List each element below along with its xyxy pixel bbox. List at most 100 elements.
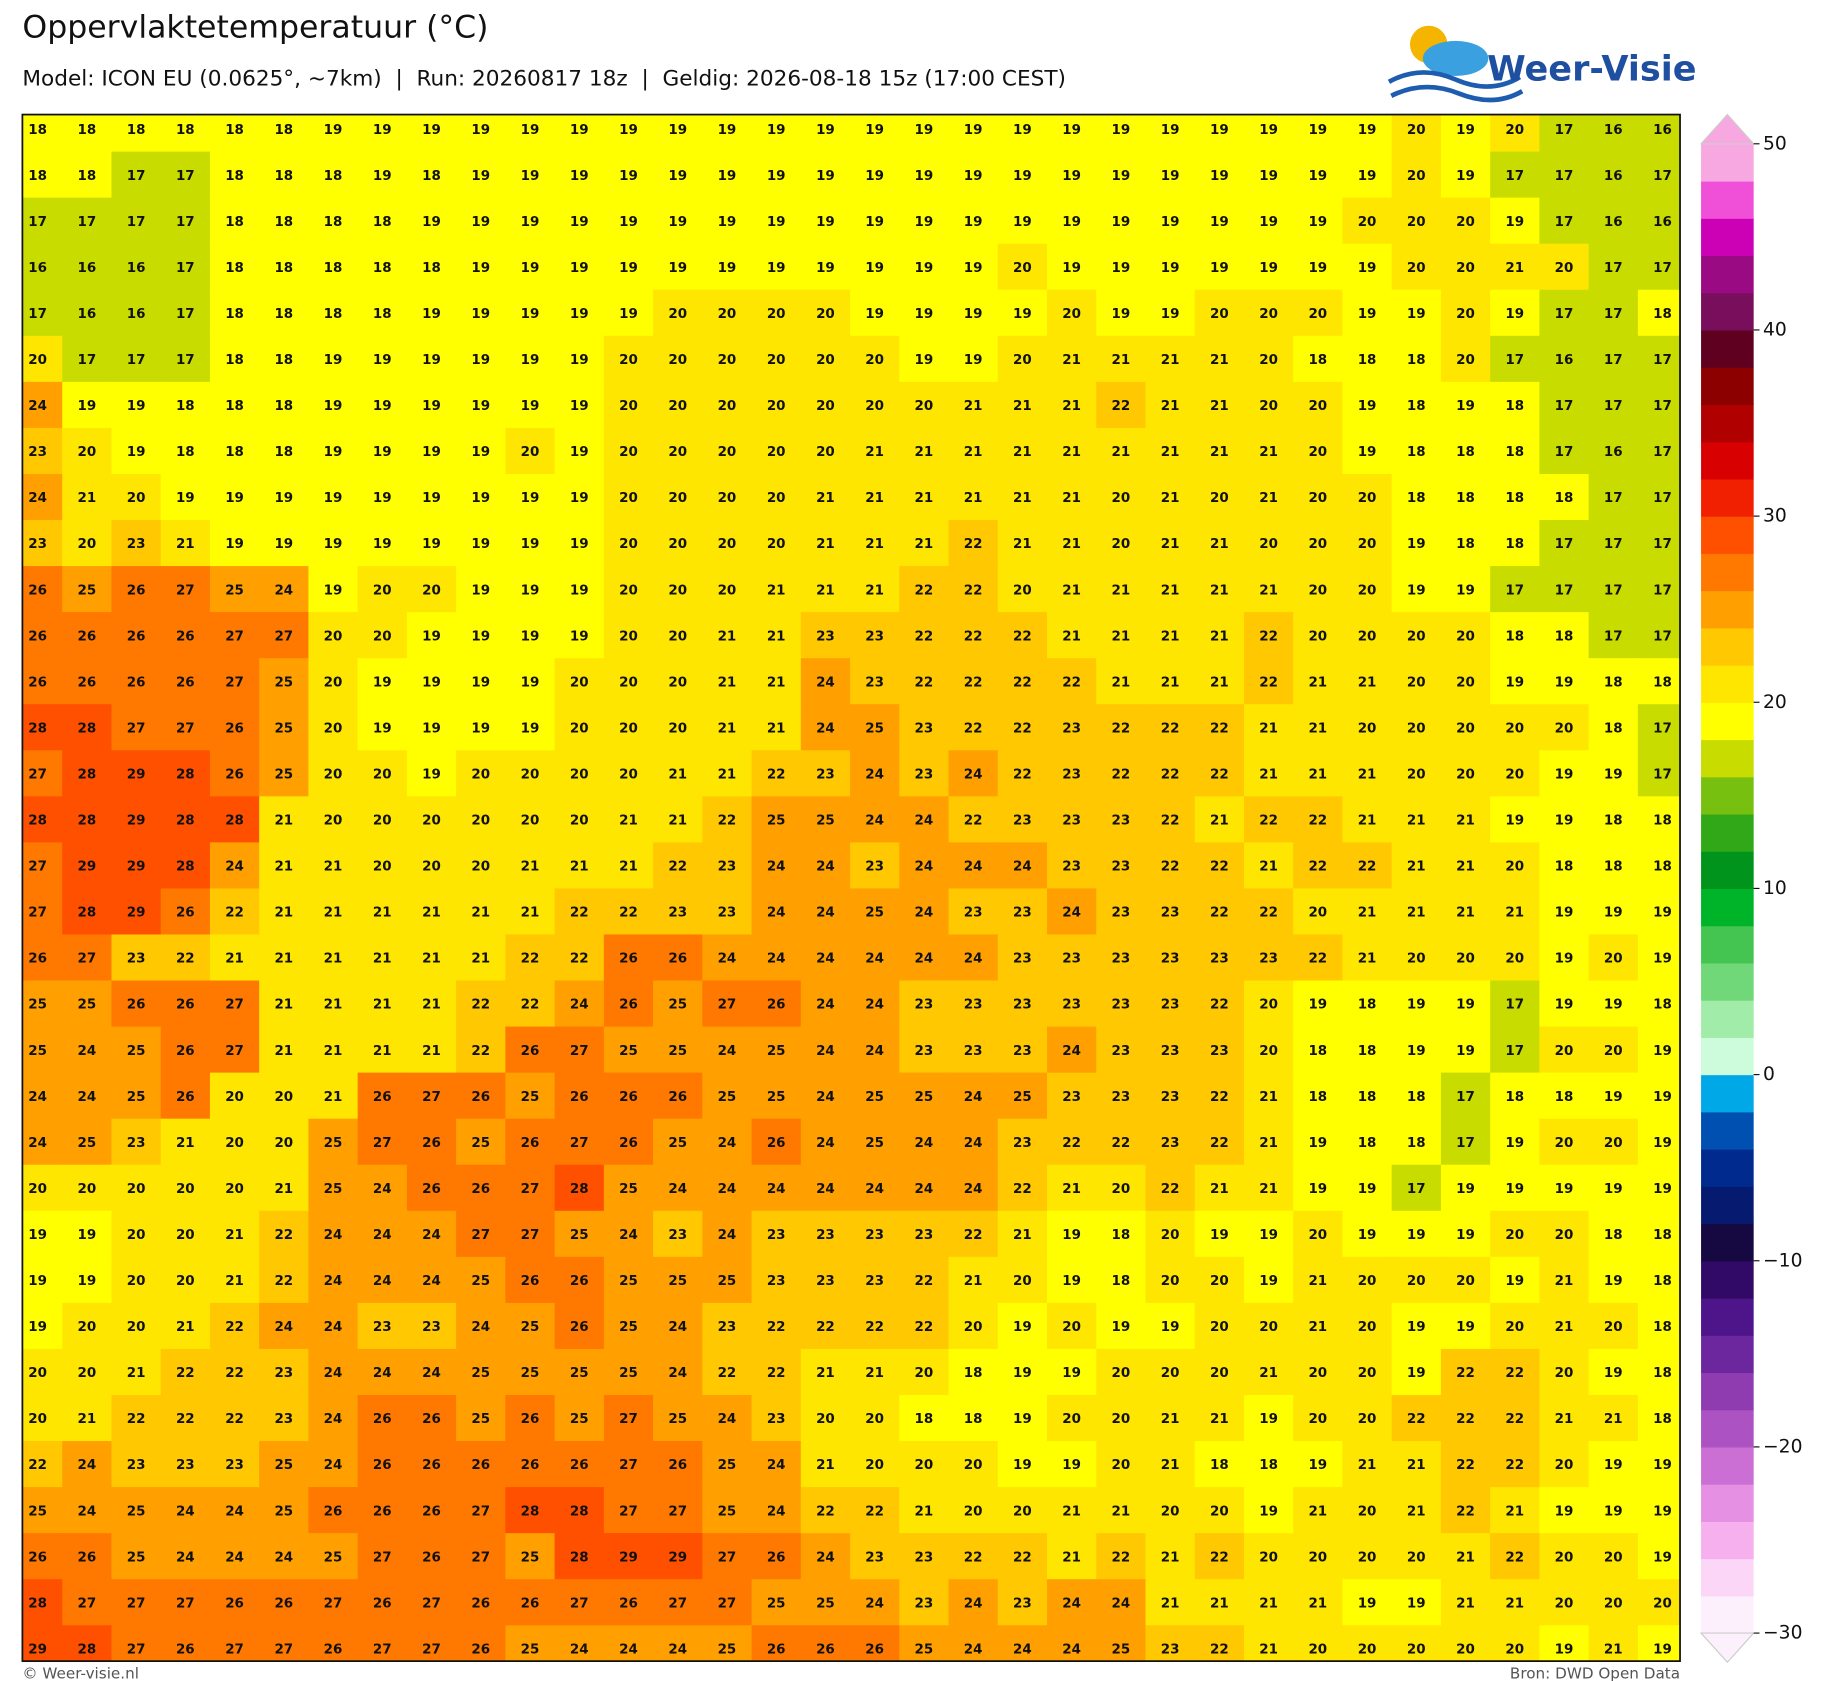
temp-cell [1539, 114, 1590, 153]
temp-cell [800, 1072, 851, 1120]
temp-label: 21 [1407, 814, 1426, 829]
temp-cell [800, 704, 851, 751]
temp-label: 25 [471, 1274, 490, 1289]
temp-label: 19 [964, 123, 983, 138]
temp-label: 21 [1308, 767, 1327, 782]
temp-label: 21 [1210, 537, 1229, 552]
temp-cell [997, 114, 1048, 153]
temp-label: 20 [324, 675, 343, 690]
colorbar-segment [1701, 1521, 1754, 1560]
temp-cell [1391, 197, 1442, 245]
temp-label: 20 [422, 860, 441, 875]
temp-cell [997, 520, 1048, 567]
temp-cell [997, 750, 1048, 798]
temp-cell [1194, 1394, 1245, 1442]
temp-label: 19 [1456, 1044, 1475, 1059]
temp-cell [603, 1302, 654, 1350]
temp-label: 19 [1505, 814, 1524, 829]
temp-label: 24 [619, 1228, 638, 1243]
temp-label: 21 [1505, 1504, 1524, 1519]
temp-label: 21 [1259, 1090, 1278, 1105]
temp-cell [1588, 1302, 1639, 1350]
temp-label: 20 [1210, 1320, 1229, 1335]
temp-label: 21 [127, 1366, 146, 1381]
temp-label: 24 [324, 1274, 343, 1289]
temp-cell [1637, 151, 1681, 199]
temp-label: 27 [471, 1550, 490, 1565]
temp-cell [1637, 1302, 1681, 1350]
temp-cell [603, 151, 654, 199]
temp-label: 20 [1259, 1550, 1278, 1565]
temp-label: 28 [176, 860, 195, 875]
temp-label: 21 [1210, 583, 1229, 598]
temp-cell [308, 114, 359, 153]
colorbar-segment [1701, 1149, 1754, 1187]
temp-label: 26 [471, 1642, 490, 1657]
temp-label: 26 [422, 1458, 441, 1473]
temp-label: 22 [1210, 998, 1229, 1013]
temp-label: 20 [274, 1136, 293, 1151]
temp-label: 24 [324, 1458, 343, 1473]
temp-label: 21 [274, 814, 293, 829]
temp-label: 22 [176, 1412, 195, 1427]
temp-cell [22, 658, 63, 705]
temp-cell [653, 1302, 704, 1350]
temp-label: 28 [28, 1596, 47, 1611]
temp-cell [1588, 750, 1639, 798]
temp-cell [160, 980, 211, 1028]
temp-label: 21 [324, 998, 343, 1013]
temp-cell [948, 566, 999, 613]
temp-cell [1490, 1210, 1541, 1258]
temp-cell [308, 934, 359, 982]
temp-cell [1490, 197, 1541, 245]
temp-label: 20 [1555, 1550, 1574, 1565]
temp-cell [800, 427, 851, 475]
temp-label: 23 [915, 1044, 934, 1059]
temp-label: 24 [915, 1182, 934, 1197]
temp-cell [357, 842, 408, 890]
temp-label: 22 [1112, 1550, 1131, 1565]
temp-label: 19 [1358, 445, 1377, 460]
temp-cell [111, 842, 162, 890]
temp-label: 21 [1161, 537, 1180, 552]
temp-cell [1243, 151, 1294, 199]
temp-label: 20 [718, 353, 737, 368]
temp-cell [1637, 612, 1681, 659]
temp-cell [62, 335, 113, 383]
temp-label: 20 [1358, 1642, 1377, 1657]
temp-cell [603, 750, 654, 798]
temp-label: 26 [767, 1136, 786, 1151]
temp-cell [1440, 612, 1491, 659]
temp-cell [702, 1164, 753, 1212]
temp-label: 20 [28, 1366, 47, 1381]
temp-label: 20 [619, 721, 638, 736]
temp-label: 20 [619, 445, 638, 460]
temp-label: 18 [373, 261, 392, 276]
temp-cell [209, 1210, 260, 1258]
temp-label: 22 [274, 1274, 293, 1289]
temp-label: 19 [1112, 261, 1131, 276]
temp-cell [948, 796, 999, 844]
temp-label: 19 [619, 169, 638, 184]
temp-label: 19 [1013, 1320, 1032, 1335]
colorbar-segment [1701, 1186, 1754, 1225]
temp-cell [1588, 335, 1639, 383]
temp-label: 21 [274, 860, 293, 875]
temp-cell [111, 381, 162, 429]
temp-cell [1539, 980, 1590, 1028]
temp-label: 24 [176, 1504, 195, 1519]
temp-cell [997, 1394, 1048, 1442]
temp-cell [308, 243, 359, 291]
temp-label: 21 [1112, 583, 1131, 598]
temp-label: 20 [28, 1182, 47, 1197]
temp-label: 27 [77, 1596, 96, 1611]
temp-cell [653, 1210, 704, 1258]
temp-cell [1342, 1118, 1393, 1166]
temp-label: 26 [570, 1090, 589, 1105]
temp-label: 24 [816, 675, 835, 690]
temp-cell [456, 520, 507, 567]
temp-label: 20 [77, 537, 96, 552]
temp-label: 20 [668, 445, 687, 460]
temp-cell [1539, 842, 1590, 890]
temp-cell [899, 473, 950, 521]
